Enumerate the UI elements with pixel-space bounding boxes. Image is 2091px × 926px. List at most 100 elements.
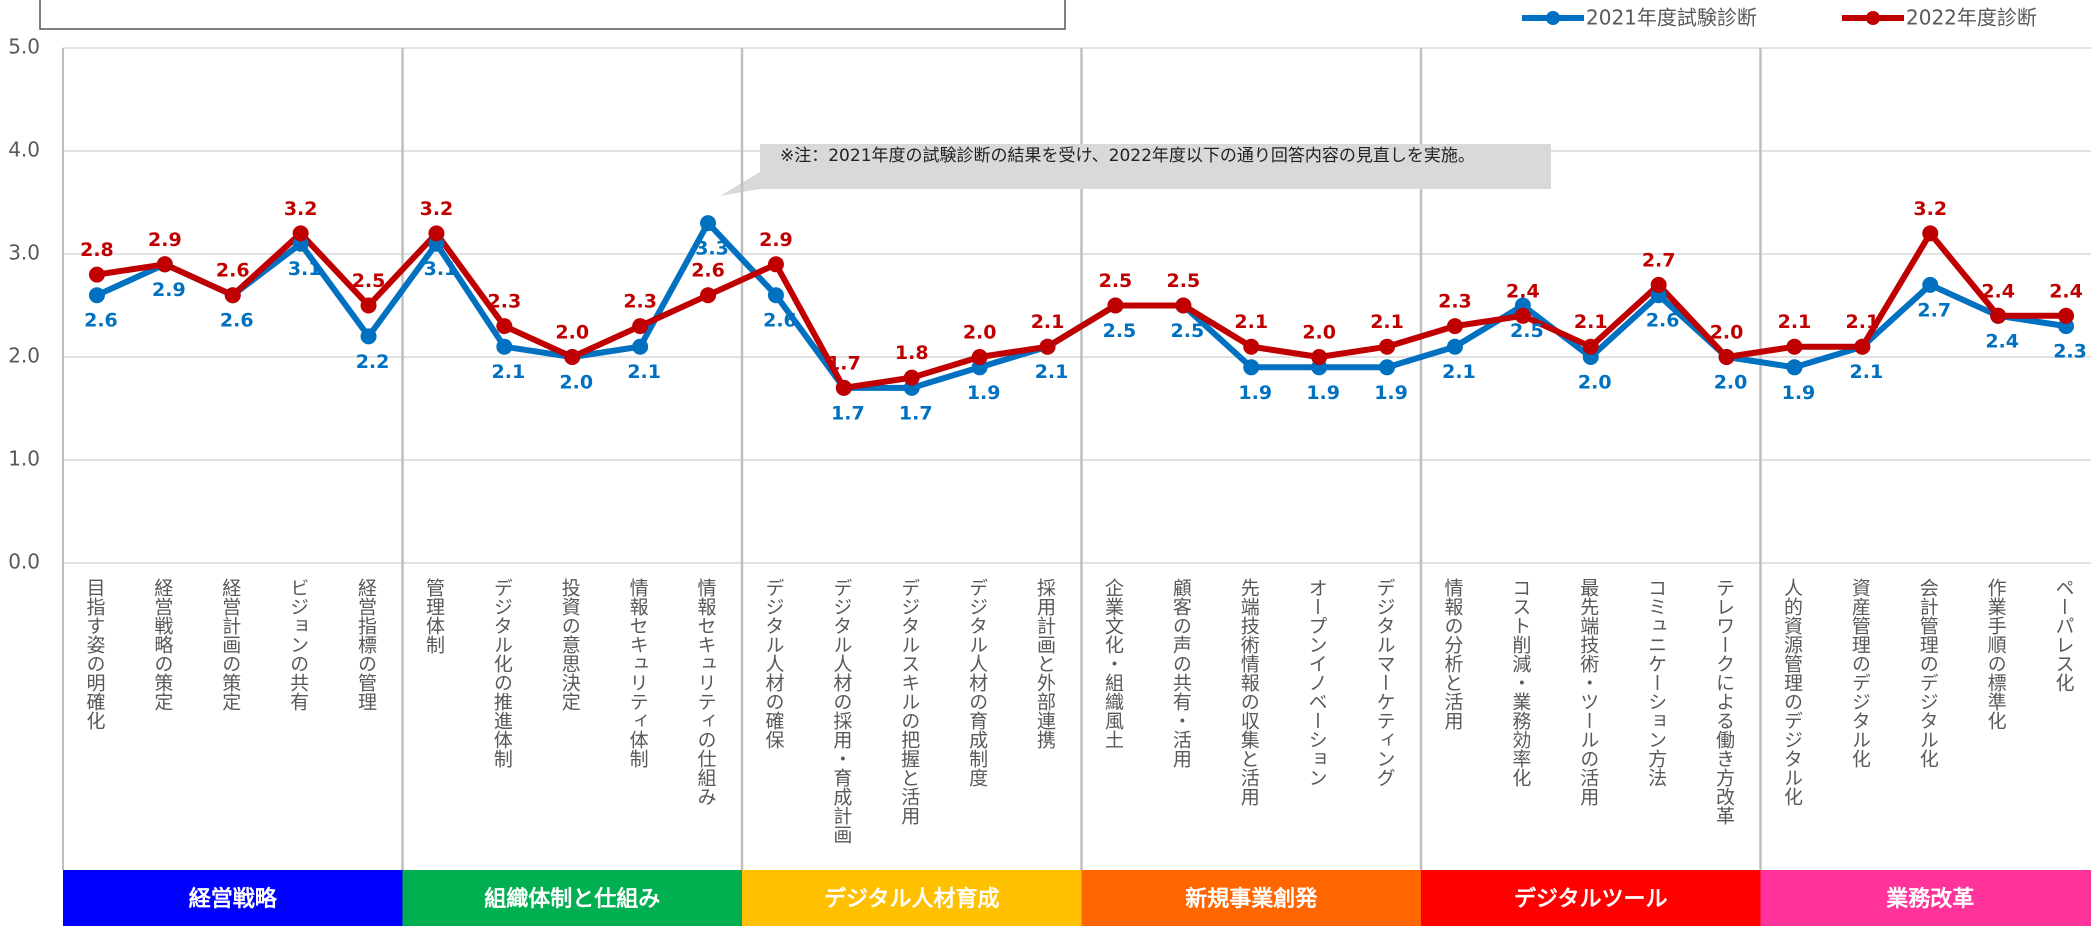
data-label: 2.6 <box>763 310 797 332</box>
x-tick-label: 資産管理のデジタル化 <box>1849 578 1871 768</box>
group-band <box>1081 870 1421 926</box>
marker <box>903 369 920 386</box>
group-label: デジタルツール <box>1514 886 1668 912</box>
data-label: 3.2 <box>1913 198 1947 220</box>
marker <box>1446 338 1463 355</box>
data-label: 2.1 <box>1846 311 1880 333</box>
data-label: 2.6 <box>84 310 118 332</box>
data-label: 2.7 <box>1917 299 1951 321</box>
data-label: 2.0 <box>963 322 997 344</box>
y-tick-label: 4.0 <box>8 138 40 162</box>
marker <box>767 256 784 273</box>
group-band <box>742 870 1082 926</box>
x-tick-label: 情報セキュリティ体制 <box>627 578 649 768</box>
data-label: 2.1 <box>1370 311 1404 333</box>
x-tick-label: 顧客の声の共有・活用 <box>1170 578 1192 768</box>
data-label: 2.4 <box>1981 280 2015 302</box>
data-label: 1.9 <box>1374 382 1408 404</box>
x-tick-label: コミュニケーション方法 <box>1645 578 1667 787</box>
data-label: 2.1 <box>627 361 661 383</box>
marker <box>496 318 513 335</box>
data-label: 2.0 <box>1302 322 1336 344</box>
data-label: 2.3 <box>623 291 657 313</box>
data-label: 2.0 <box>555 322 589 344</box>
marker <box>1854 338 1871 355</box>
marker <box>428 225 445 242</box>
group-label: 業務改革 <box>1886 886 1974 912</box>
data-label: 2.1 <box>1234 311 1268 333</box>
marker <box>700 287 717 304</box>
group-label: 新規事業創発 <box>1185 886 1318 912</box>
data-label: 1.9 <box>967 382 1001 404</box>
data-label: 1.9 <box>1782 382 1816 404</box>
y-tick-label: 5.0 <box>8 35 40 59</box>
data-label: 2.9 <box>148 229 182 251</box>
x-tick-label: 管理体制 <box>423 578 445 654</box>
data-label: 1.7 <box>827 352 861 374</box>
x-tick-label: 作業手順の標準化 <box>1985 578 2007 730</box>
marker <box>1379 359 1396 376</box>
x-tick-label: デジタル人材の確保 <box>762 578 784 749</box>
data-label: 2.0 <box>1714 372 1748 394</box>
marker <box>360 328 377 345</box>
data-label: 3.2 <box>284 198 318 220</box>
x-tick-label: 最先端技術・ツールの活用 <box>1577 578 1599 806</box>
frame-box <box>39 0 1066 30</box>
marker <box>1311 349 1328 365</box>
marker <box>1243 359 1260 376</box>
marker <box>224 287 241 304</box>
data-label: 2.6 <box>216 260 250 282</box>
x-tick-label: 会計管理のデジタル化 <box>1917 578 1939 768</box>
group-band <box>402 870 742 926</box>
group-label: 組織体制と仕組み <box>484 886 660 912</box>
y-tick-label: 3.0 <box>8 241 40 265</box>
x-tick-label: 経営戦略の策定 <box>151 578 173 711</box>
data-label: 3.1 <box>288 258 322 280</box>
data-label: 2.3 <box>1438 291 1472 313</box>
data-label: 2.2 <box>356 351 390 373</box>
data-label: 2.8 <box>80 239 114 261</box>
marker <box>1786 338 1803 355</box>
marker <box>1446 318 1463 335</box>
marker <box>835 379 852 396</box>
marker <box>360 297 377 314</box>
marker <box>1650 276 1667 293</box>
x-tick-label: 投資の意思決定 <box>559 578 581 711</box>
data-label: 2.3 <box>2053 341 2087 363</box>
legend-label: 2021年度試験診断 <box>1586 6 1757 30</box>
marker <box>496 338 513 355</box>
x-tick-label: 先端技術情報の収集と活用 <box>1238 578 1260 806</box>
marker <box>700 215 717 232</box>
data-label: 1.9 <box>1306 382 1340 404</box>
data-label: 2.5 <box>352 270 386 292</box>
marker <box>292 225 309 242</box>
marker <box>971 349 988 365</box>
x-tick-label: 経営指標の管理 <box>355 578 377 711</box>
data-label: 2.5 <box>1103 320 1137 342</box>
x-tick-label: デジタルスキルの把握と活用 <box>898 578 920 825</box>
legend-marker <box>1866 11 1880 25</box>
data-label: 2.6 <box>220 310 254 332</box>
x-tick-label: 人的資源管理のデジタル化 <box>1781 578 1803 806</box>
marker <box>1379 338 1396 355</box>
callout-pointer <box>720 172 760 196</box>
marker <box>1107 297 1124 314</box>
data-label: 1.7 <box>899 402 933 424</box>
series-line <box>96 230 2067 391</box>
x-tick-label: 目指す姿の明確化 <box>83 578 105 730</box>
data-label: 1.8 <box>895 342 929 364</box>
legend-label: 2022年度診断 <box>1906 6 2037 30</box>
annotation: ※注：2021年度の試験診断の結果を受け、2022年度以下の通り回答内容の見直し… <box>760 144 1551 189</box>
x-tick-label: テレワークによる働き方改革 <box>1713 578 1735 825</box>
marker <box>564 349 581 365</box>
x-tick-label: ビジョンの共有 <box>287 578 309 711</box>
y-tick-label: 2.0 <box>8 344 40 368</box>
x-tick-label: デジタルマーケティング <box>1374 578 1396 787</box>
data-label: 2.5 <box>1171 320 1205 342</box>
marker <box>88 287 105 304</box>
data-label: 2.3 <box>488 291 522 313</box>
data-label: 2.0 <box>1710 322 1744 344</box>
group-band <box>1760 870 2091 926</box>
group-band <box>1421 870 1761 926</box>
